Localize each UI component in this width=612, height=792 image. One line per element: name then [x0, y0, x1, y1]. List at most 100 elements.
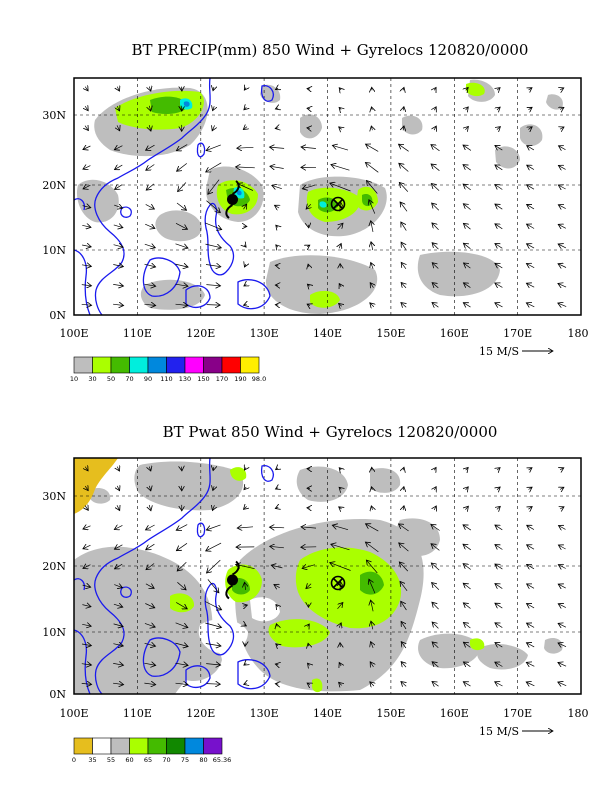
wind-vector — [527, 244, 535, 248]
wind-vector — [205, 222, 222, 230]
wind-vector — [339, 88, 341, 90]
wind-vector — [275, 664, 278, 665]
wind-vector — [244, 683, 247, 684]
wind-vector — [497, 88, 500, 91]
wind-vector — [117, 505, 120, 510]
wind-vector — [463, 223, 471, 230]
wind-vector — [145, 204, 155, 209]
wind-vector — [206, 162, 222, 172]
wind-vector — [463, 662, 471, 667]
wind-vector — [276, 225, 278, 227]
wind-vector — [275, 265, 278, 266]
wind-vector — [177, 561, 187, 571]
x-tick-label: 170E — [503, 707, 532, 720]
wind-vector — [275, 128, 278, 129]
y-tick-label: 10N — [42, 626, 66, 639]
precip-gyre-marker-circled-x — [330, 196, 346, 212]
wind-vector — [366, 144, 379, 152]
wind-vector — [144, 304, 155, 305]
wind-vector — [177, 163, 188, 171]
precip-shading — [76, 79, 563, 314]
wind-vector — [175, 683, 189, 684]
wind-vector — [272, 185, 282, 188]
wind-vector — [176, 524, 188, 531]
wind-vector — [274, 585, 280, 588]
wind-vector — [144, 623, 155, 627]
wind-vector — [236, 167, 255, 168]
y-tick-label: 20N — [42, 179, 66, 192]
wind-vector — [495, 603, 503, 608]
wind-vector — [330, 563, 351, 571]
wind-vector — [117, 125, 120, 130]
pwat-panel-title: BT Pwat 850 Wind + Gyrelocs 120820/0000 — [163, 423, 498, 441]
wind-vector — [372, 487, 373, 490]
wind-vector — [431, 164, 440, 171]
legend-label: 80 — [199, 756, 207, 764]
x-tick-label: 110E — [123, 707, 152, 720]
legend-label: 60 — [125, 756, 133, 764]
legend-label: 10 — [70, 375, 78, 383]
y-tick-label: 10N — [42, 244, 66, 257]
legend-label: 170 — [216, 375, 228, 383]
wind-vector — [243, 605, 248, 606]
wind-vector — [113, 304, 124, 305]
wind-vector — [117, 106, 120, 111]
wind-vector — [206, 200, 221, 213]
wind-vector — [330, 183, 351, 192]
vector-scale-label: 15 M/S — [479, 345, 519, 358]
wind-vector — [146, 164, 155, 171]
y-tick-label: 0N — [49, 309, 66, 322]
wind-vector — [205, 622, 221, 627]
wind-vector — [175, 284, 188, 286]
wind-vector — [146, 524, 155, 530]
wind-vector — [308, 624, 310, 627]
wind-vector — [495, 525, 503, 530]
legend-label: 75 — [181, 756, 189, 764]
wind-vector — [206, 144, 221, 151]
legend-swatch — [92, 356, 112, 374]
wind-vector — [244, 88, 246, 91]
wind-vector — [434, 467, 436, 470]
wind-vector — [370, 662, 373, 667]
wind-vector — [463, 165, 472, 171]
wind-vector — [399, 182, 409, 192]
wind-vector — [466, 107, 469, 110]
wind-vector — [527, 146, 535, 150]
wind-vector — [275, 507, 278, 508]
wind-vector — [401, 621, 406, 630]
wind-vector — [307, 284, 309, 286]
wind-vector — [399, 144, 409, 152]
wind-vector — [82, 245, 91, 247]
wind-vector — [271, 565, 283, 568]
wind-vector — [85, 486, 88, 491]
legend-swatch — [240, 356, 260, 374]
wind-vector — [497, 468, 500, 470]
wind-vector — [270, 546, 284, 548]
wind-vector — [270, 147, 285, 148]
legend-label: 55 — [107, 756, 115, 764]
wind-vector — [113, 683, 124, 684]
wind-vector — [558, 264, 567, 268]
wind-vector — [213, 467, 214, 471]
wind-vector — [339, 127, 342, 129]
wind-vector — [434, 126, 436, 130]
precip-color-legend: 10 30 50 70 90 110 130 150 170 190 98.0 — [70, 356, 266, 383]
wind-vector — [144, 663, 155, 665]
wind-vector — [463, 564, 471, 570]
legend-label: 70 — [162, 756, 170, 764]
wind-vector — [463, 204, 471, 210]
wind-vector — [301, 147, 316, 149]
wind-vector — [463, 603, 471, 609]
legend-swatch — [203, 356, 223, 374]
pwat-shading — [74, 458, 563, 694]
wind-vector — [495, 662, 503, 666]
wind-vector — [495, 564, 503, 570]
wind-vector — [431, 563, 440, 571]
wind-vector — [370, 283, 373, 288]
legend-swatch — [203, 737, 223, 755]
wind-vector — [432, 583, 440, 590]
wind-vector — [495, 584, 503, 589]
wind-vector — [175, 622, 188, 628]
wind-vector — [144, 284, 155, 286]
wind-vector — [365, 542, 379, 553]
